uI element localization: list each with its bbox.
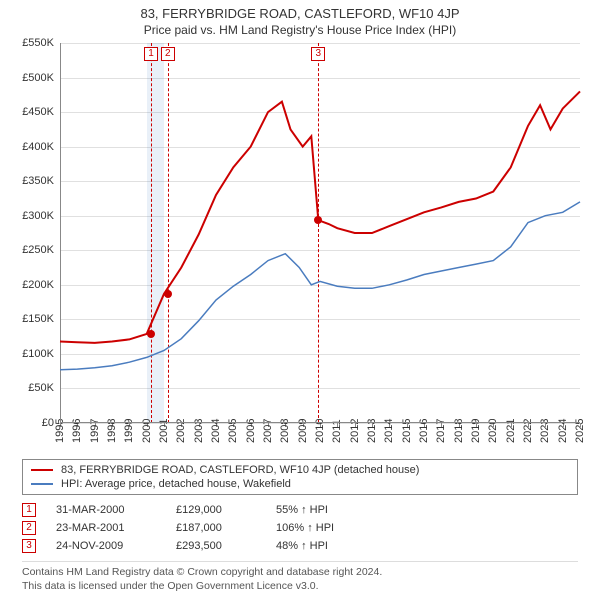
y-axis-label: £300K — [22, 210, 60, 222]
sales-row-date: 23-MAR-2001 — [56, 522, 156, 534]
y-axis-label: £50K — [28, 382, 60, 394]
legend-swatch — [31, 469, 53, 471]
sales-row-badge: 1 — [22, 503, 36, 517]
y-axis-label: £100K — [22, 348, 60, 360]
series-line-hpi — [60, 202, 580, 370]
legend-box: 83, FERRYBRIDGE ROAD, CASTLEFORD, WF10 4… — [22, 459, 578, 495]
y-axis-label: £550K — [22, 37, 60, 49]
sales-table-row: 3 24-NOV-2009 £293,500 48% ↑ HPI — [22, 537, 578, 555]
legend-item: HPI: Average price, detached house, Wake… — [31, 477, 569, 491]
attribution-line-2: This data is licensed under the Open Gov… — [22, 580, 578, 593]
sales-row-price: £187,000 — [176, 522, 256, 534]
attribution-line-1: Contains HM Land Registry data © Crown c… — [22, 566, 578, 580]
y-axis-label: £250K — [22, 244, 60, 256]
y-axis-label: £150K — [22, 313, 60, 325]
sales-table-row: 1 31-MAR-2000 £129,000 55% ↑ HPI — [22, 501, 578, 519]
y-axis-label: £350K — [22, 175, 60, 187]
chart-subtitle: Price paid vs. HM Land Registry's House … — [0, 21, 600, 43]
sales-table-row: 2 23-MAR-2001 £187,000 106% ↑ HPI — [22, 519, 578, 537]
chart-plot-area: £0£50K£100K£150K£200K£250K£300K£350K£400… — [60, 43, 580, 423]
legend-swatch — [31, 483, 53, 485]
sales-row-badge: 2 — [22, 521, 36, 535]
legend-item: 83, FERRYBRIDGE ROAD, CASTLEFORD, WF10 4… — [31, 463, 569, 477]
sales-row-relative: 55% ↑ HPI — [276, 504, 376, 516]
y-axis-label: £450K — [22, 106, 60, 118]
y-axis-label: £200K — [22, 279, 60, 291]
sales-row-date: 31-MAR-2000 — [56, 504, 156, 516]
legend-label: HPI: Average price, detached house, Wake… — [61, 478, 291, 490]
sales-row-badge: 3 — [22, 539, 36, 553]
chart-title: 83, FERRYBRIDGE ROAD, CASTLEFORD, WF10 4… — [0, 0, 600, 21]
sales-row-relative: 48% ↑ HPI — [276, 540, 376, 552]
y-axis-label: £400K — [22, 141, 60, 153]
sales-row-relative: 106% ↑ HPI — [276, 522, 376, 534]
series-line-price_paid — [60, 91, 580, 343]
y-axis-label: £500K — [22, 72, 60, 84]
sales-row-date: 24-NOV-2009 — [56, 540, 156, 552]
attribution-text: Contains HM Land Registry data © Crown c… — [22, 561, 578, 593]
sales-table: 1 31-MAR-2000 £129,000 55% ↑ HPI 2 23-MAR-200… — [22, 501, 578, 555]
sales-row-price: £129,000 — [176, 504, 256, 516]
sales-row-price: £293,500 — [176, 540, 256, 552]
legend-label: 83, FERRYBRIDGE ROAD, CASTLEFORD, WF10 4… — [61, 464, 419, 476]
